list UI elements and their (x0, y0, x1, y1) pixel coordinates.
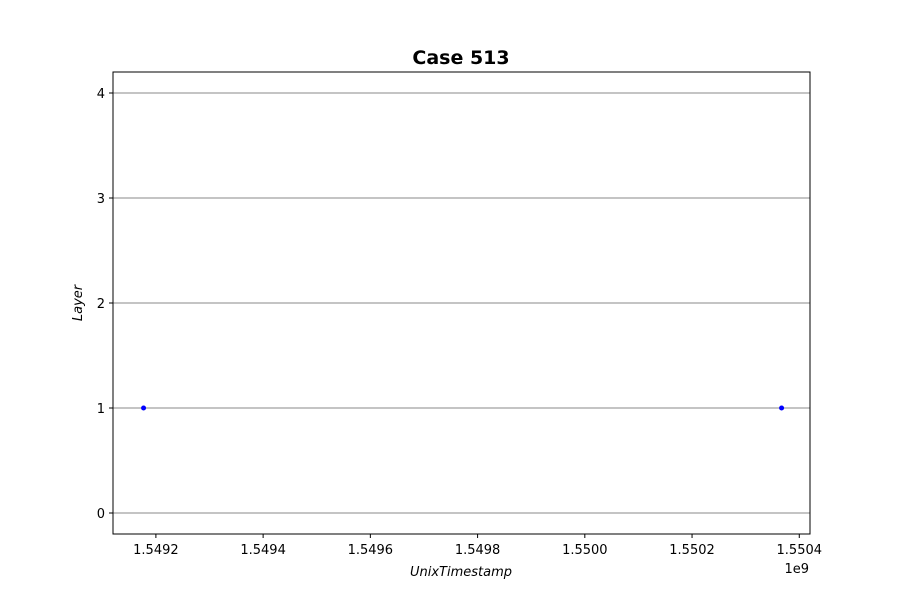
y-tick-label: 0 (97, 507, 105, 522)
x-tick-label: 1.5504 (777, 543, 823, 558)
x-tick-label: 1.5502 (669, 543, 715, 558)
x-axis-ticks: 1.5492 1.5494 1.5496 1.5498 1.5500 1.5502 1.55… (133, 534, 822, 558)
data-points (141, 405, 785, 411)
y-tick-label: 2 (97, 297, 105, 312)
x-tick-label: 1.5498 (455, 543, 501, 558)
y-tick-label: 3 (97, 192, 105, 207)
x-axis-offset-label: 1e9 (784, 562, 809, 577)
y-axis-ticks: 0 1 2 3 4 (97, 87, 113, 522)
grid-lines (113, 92, 810, 514)
x-tick-label: 1.5492 (133, 543, 179, 558)
x-axis-label: UnixTimestamp (410, 565, 512, 580)
y-tick-label: 4 (97, 87, 105, 102)
y-tick-label: 1 (97, 402, 105, 417)
data-point (141, 405, 147, 411)
x-tick-label: 1.5496 (348, 543, 394, 558)
x-tick-label: 1.5494 (240, 543, 286, 558)
y-axis-label: Layer (71, 283, 86, 321)
chart-title: Case 513 (412, 47, 509, 69)
data-point (779, 405, 785, 411)
x-tick-label: 1.5500 (562, 543, 608, 558)
